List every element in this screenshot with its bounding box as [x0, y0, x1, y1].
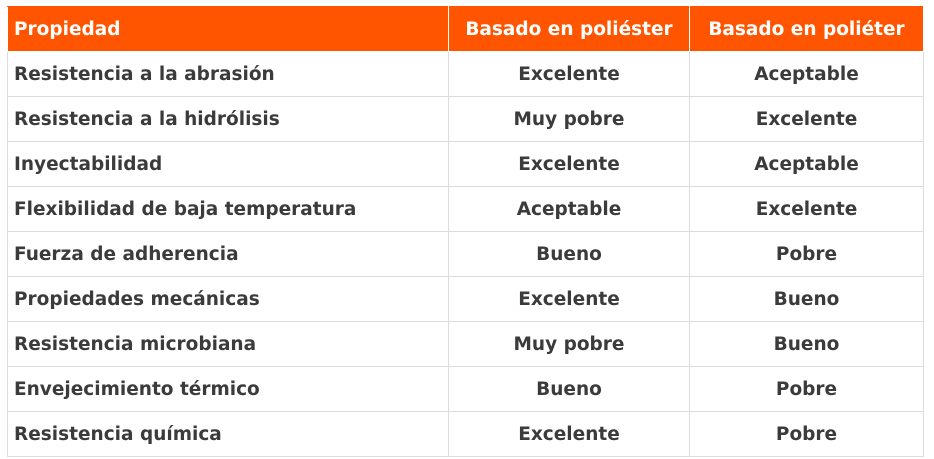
polyether-cell: Bueno: [689, 321, 924, 367]
table-row: Flexibilidad de baja temperatura Aceptabl…: [7, 186, 924, 232]
header-polyether: Basado en poliéter: [689, 6, 924, 52]
header-property: Propiedad: [7, 6, 449, 52]
property-cell: Fuerza de adherencia: [7, 231, 449, 277]
property-cell: Flexibilidad de baja temperatura: [7, 186, 449, 232]
table-row: Resistencia microbiana Muy pobre Bueno: [7, 321, 924, 367]
polyether-cell: Excelente: [689, 96, 924, 142]
polyether-cell: Aceptable: [689, 51, 924, 97]
property-cell: Resistencia a la hidrólisis: [7, 96, 449, 142]
polyester-cell: Bueno: [448, 231, 690, 277]
polyester-cell: Muy pobre: [448, 96, 690, 142]
polyether-cell: Pobre: [689, 231, 924, 277]
polyether-cell: Aceptable: [689, 141, 924, 187]
polyether-cell: Pobre: [689, 366, 924, 412]
property-cell: Inyectabilidad: [7, 141, 449, 187]
property-cell: Resistencia microbiana: [7, 321, 449, 367]
table-row: Resistencia química Excelente Pobre: [7, 411, 924, 457]
polyester-cell: Muy pobre: [448, 321, 690, 367]
polyether-cell: Pobre: [689, 411, 924, 457]
header-row: Propiedad Basado en poliéster Basado en …: [7, 6, 924, 52]
table-row: Resistencia a la abrasión Excelente Acepta…: [7, 51, 924, 97]
table-row: Resistencia a la hidrólisis Muy pobre Exce…: [7, 96, 924, 142]
property-cell: Resistencia química: [7, 411, 449, 457]
property-cell: Envejecimiento térmico: [7, 366, 449, 412]
polyester-cell: Excelente: [448, 411, 690, 457]
table-row: Fuerza de adherencia Bueno Pobre: [7, 231, 924, 277]
table-row: Propiedades mecánicas Excelente Bueno: [7, 276, 924, 322]
table-row: Inyectabilidad Excelente Aceptable: [7, 141, 924, 187]
polyether-cell: Bueno: [689, 276, 924, 322]
property-cell: Resistencia a la abrasión: [7, 51, 449, 97]
polyester-cell: Excelente: [448, 276, 690, 322]
polyester-cell: Aceptable: [448, 186, 690, 232]
table-row: Envejecimiento térmico Bueno Pobre: [7, 366, 924, 412]
header-polyester: Basado en poliéster: [448, 6, 690, 52]
properties-table: Propiedad Basado en poliéster Basado en …: [7, 6, 924, 457]
polyester-cell: Bueno: [448, 366, 690, 412]
polyether-cell: Excelente: [689, 186, 924, 232]
property-cell: Propiedades mecánicas: [7, 276, 449, 322]
polyester-cell: Excelente: [448, 51, 690, 97]
polyester-cell: Excelente: [448, 141, 690, 187]
